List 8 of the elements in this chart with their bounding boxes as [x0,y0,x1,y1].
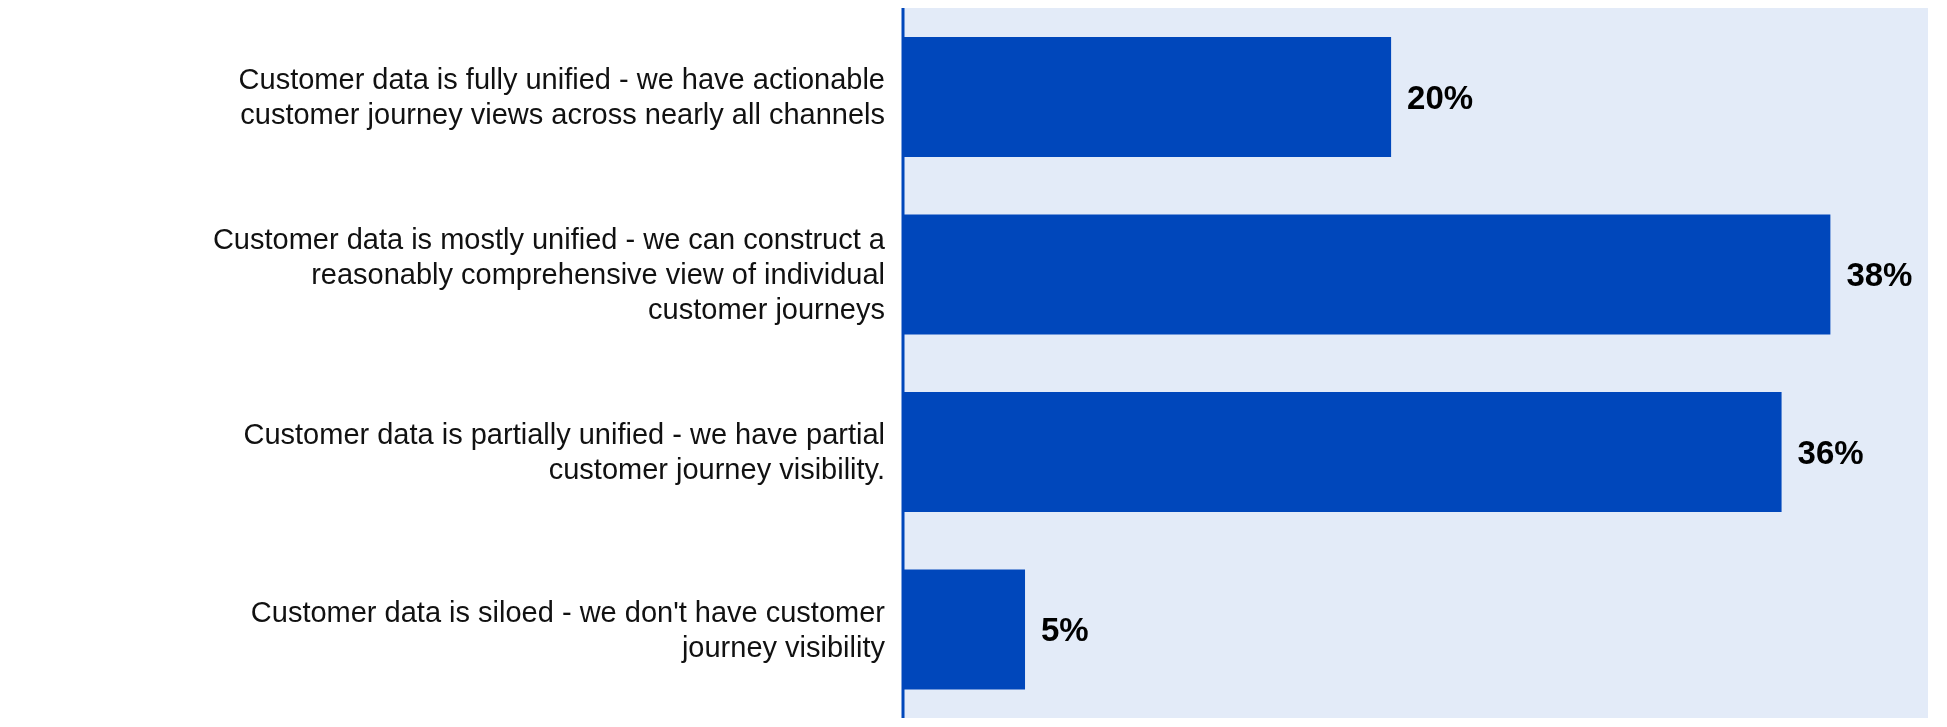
y-tick-label: Customer data is partially unified - we have partial customer journey visibility. [243,418,885,486]
y-tick-label: Customer data is siloed - we don't have customer journey visibility [250,595,886,663]
data-label: 38% [1846,256,1913,294]
data-label: 5% [1041,611,1089,649]
y-tick-label: Customer data is fully unified - we have actionable customer journey views across nearly all channels [238,63,885,131]
y-tick-label: Customer data is mostly unified - we can construct a reasonably comprehensive view of individual customer journeys [212,223,886,326]
data-label: 36% [1797,433,1864,471]
data-label: 20% [1407,78,1474,116]
